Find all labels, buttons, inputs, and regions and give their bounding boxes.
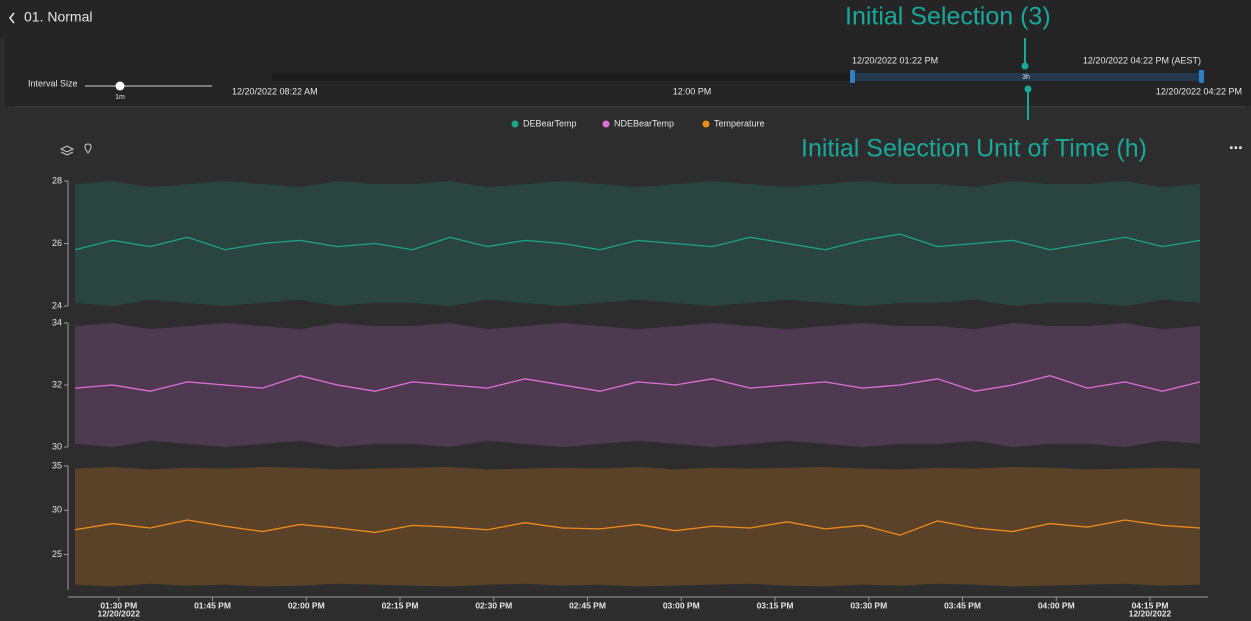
x-tick-label: 02:15 PM xyxy=(382,600,419,610)
timeline-middle: 12:00 PM xyxy=(673,86,712,96)
timeline-start: 12/20/2022 08:22 AM xyxy=(232,86,318,96)
time-panel xyxy=(5,38,1251,106)
timeline-track xyxy=(272,73,1202,81)
series-line xyxy=(74,519,1201,536)
x-tick-label: 03:30 PM xyxy=(850,600,887,610)
y-tick-label: 26 xyxy=(52,238,62,248)
annotation: Initial Selection (3) xyxy=(845,3,1051,31)
legend-label: NDEBearTemp xyxy=(614,118,674,128)
legend-dot xyxy=(511,120,519,128)
annotation-dot xyxy=(1024,85,1032,93)
legend-dot xyxy=(602,120,610,128)
selection-handle-start[interactable] xyxy=(850,70,855,83)
x-tick-date: 12/20/2022 xyxy=(97,608,140,618)
legend-label: DEBearTemp xyxy=(523,118,577,128)
band-area xyxy=(75,181,1200,306)
page-title: 01. Normal xyxy=(24,9,92,25)
pin-icon[interactable] xyxy=(84,143,92,154)
timeline-selection[interactable] xyxy=(852,73,1202,81)
interval-value: 1m xyxy=(115,94,125,101)
annotation: Initial Selection Unit of Time (h) xyxy=(801,135,1147,163)
x-tick-label: 03:15 PM xyxy=(757,600,794,610)
x-tick-label: 02:30 PM xyxy=(475,600,512,610)
selection-end-label: 12/20/2022 04:22 PM (AEST) xyxy=(1083,55,1201,65)
x-tick-label: 01:45 PM xyxy=(194,600,231,610)
x-tick-label: 01:30 PM xyxy=(100,600,137,610)
more-menu[interactable]: ⋯ xyxy=(1229,140,1243,156)
back-button[interactable] xyxy=(8,12,15,24)
x-tick-label: 03:45 PM xyxy=(944,600,981,610)
interval-slider-handle[interactable] xyxy=(115,81,125,91)
selection-start-label: 12/20/2022 01:22 PM xyxy=(852,55,938,65)
selection-handle-end[interactable] xyxy=(1199,70,1204,83)
y-tick-label: 30 xyxy=(52,505,62,515)
selection-size: 3h xyxy=(1022,74,1030,81)
x-tick-label: 03:00 PM xyxy=(663,600,700,610)
series-line xyxy=(74,233,1201,251)
x-tick-label: 04:15 PM xyxy=(1132,600,1169,610)
layers-icon[interactable] xyxy=(59,145,75,156)
y-tick-label: 28 xyxy=(52,175,62,185)
x-tick-label: 02:00 PM xyxy=(288,600,325,610)
series-line xyxy=(74,375,1201,392)
y-tick-label: 25 xyxy=(52,549,62,559)
x-tick-label: 02:45 PM xyxy=(569,600,606,610)
legend-label: Temperature xyxy=(714,118,765,128)
legend-dot xyxy=(702,120,710,128)
y-tick-label: 32 xyxy=(52,379,62,389)
interval-label: Interval Size xyxy=(28,78,78,88)
x-tick-label: 04:00 PM xyxy=(1038,600,1075,610)
timeline-end: 12/20/2022 04:22 PM xyxy=(1156,86,1242,96)
y-tick-label: 30 xyxy=(52,441,62,451)
band-area xyxy=(75,466,1200,587)
band-area xyxy=(75,323,1200,447)
annotation-dot xyxy=(1021,62,1029,70)
y-tick-label: 24 xyxy=(52,300,62,310)
x-tick-date: 12/20/2022 xyxy=(1129,608,1172,618)
header-bar xyxy=(0,0,1251,38)
y-tick-label: 34 xyxy=(52,317,62,327)
y-tick-label: 35 xyxy=(52,460,62,470)
